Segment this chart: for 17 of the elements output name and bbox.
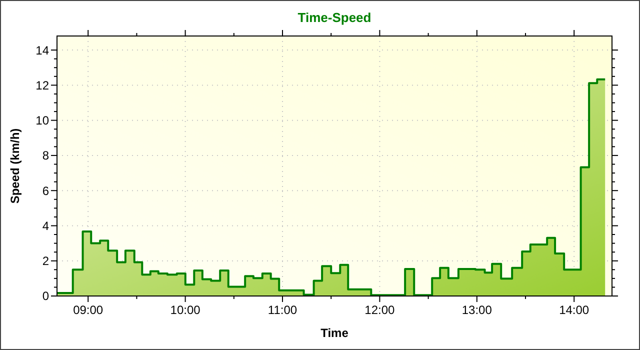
y-tick-label: 6 xyxy=(42,184,50,198)
x-tick-label: 14:00 xyxy=(559,303,590,317)
chart-title: Time-Speed xyxy=(298,10,372,25)
x-tick-label: 10:00 xyxy=(170,303,201,317)
y-axis-title: Speed (km/h) xyxy=(8,128,22,204)
y-tick-label: 14 xyxy=(36,43,50,58)
x-tick-label: 12:00 xyxy=(364,303,396,317)
y-tick-label: 4 xyxy=(42,218,50,233)
y-tick-label: 2 xyxy=(42,254,50,268)
y-tick-label: 12 xyxy=(36,78,50,92)
x-tick-label: 13:00 xyxy=(462,303,492,317)
x-tick-label: 09:00 xyxy=(73,303,104,317)
y-tick-label: 10 xyxy=(36,114,50,128)
x-tick-label: 11:00 xyxy=(268,303,298,317)
y-tick-label: 8 xyxy=(42,148,50,163)
y-tick-label: 0 xyxy=(42,289,50,304)
x-axis-title: Time xyxy=(320,326,349,340)
